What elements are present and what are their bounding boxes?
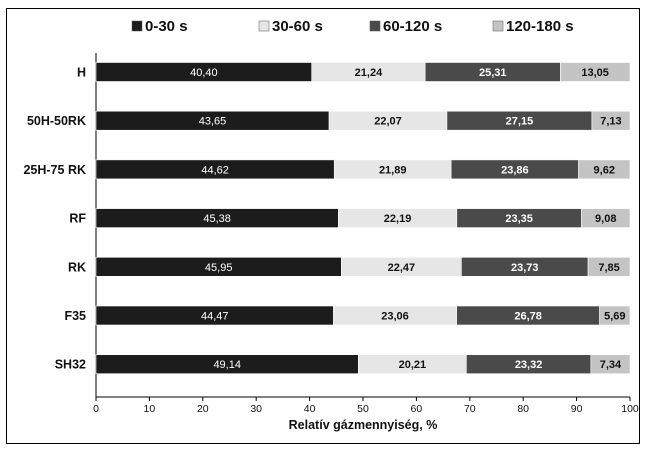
x-tick-label: 60 xyxy=(411,403,423,415)
data-label-25h-75-rk-60-120-s: 23,86 xyxy=(501,164,529,176)
x-tick-label: 20 xyxy=(197,403,209,415)
bars: 40,40 21,24 25,31 13,05 43,65 22,07 27,15 7,13 4… xyxy=(95,62,631,375)
x-axis-label: Relatív gázmennyiség, % xyxy=(289,418,438,432)
category-label-rk: RK xyxy=(68,260,86,274)
x-ticks: 0 10 20 30 40 50 60 70 80 90 100 xyxy=(93,397,639,415)
data-label-rf-30-60-s: 22,19 xyxy=(384,213,412,225)
category-label-sh32: SH32 xyxy=(55,358,86,372)
legend-label-0-30-s: 0-30 s xyxy=(145,18,188,35)
data-label-sh32-120-180-s: 7,34 xyxy=(600,359,622,371)
bar-50h-50rk-120-180-s xyxy=(591,110,631,131)
data-label-25h-75-rk-30-60-s: 21,89 xyxy=(379,164,407,176)
category-label-rf: RF xyxy=(69,212,86,226)
legend-swatch-30-60-s xyxy=(258,20,270,32)
data-label-sh32-30-60-s: 20,21 xyxy=(399,359,427,371)
data-label-h-60-120-s: 25,31 xyxy=(479,67,507,79)
data-label-rk-120-180-s: 7,85 xyxy=(598,262,619,274)
data-label-sh32-60-120-s: 23,32 xyxy=(515,359,543,371)
bar-rk-120-180-s xyxy=(587,257,631,277)
data-label-50h-50rk-0-30-s: 43,65 xyxy=(199,116,227,128)
data-label-f35-60-120-s: 26,78 xyxy=(514,311,542,323)
legend-swatch-60-120-s xyxy=(369,20,381,32)
x-tick-label: 80 xyxy=(517,403,529,415)
x-tick-label: 10 xyxy=(144,403,156,415)
data-label-25h-75-rk-120-180-s: 9,62 xyxy=(594,164,615,176)
bar-rf-120-180-s xyxy=(581,208,631,228)
x-tick-label: 70 xyxy=(464,403,476,415)
bar-h-120-180-s xyxy=(560,62,631,82)
data-label-rk-60-120-s: 23,73 xyxy=(511,262,539,274)
data-label-rf-0-30-s: 45,38 xyxy=(203,213,231,225)
data-label-h-120-180-s: 13,05 xyxy=(581,67,609,79)
data-label-sh32-0-30-s: 49,14 xyxy=(213,359,241,371)
stacked-bar-chart: 0-30 s 30-60 s 60-120 s 120-180 s 40,40 21,2… xyxy=(23,18,639,432)
data-label-50h-50rk-120-180-s: 7,13 xyxy=(600,116,621,128)
legend-label-120-180-s: 120-180 s xyxy=(506,18,574,35)
bar-sh32-120-180-s xyxy=(590,354,631,375)
data-label-rk-30-60-s: 22,47 xyxy=(388,262,416,274)
data-label-f35-120-180-s: 5,69 xyxy=(604,311,625,323)
category-label-f35: F35 xyxy=(64,309,86,323)
x-tick-label: 30 xyxy=(250,403,262,415)
data-label-rf-60-120-s: 23,35 xyxy=(505,213,533,225)
data-label-h-30-60-s: 21,24 xyxy=(355,67,383,79)
category-label-h: H xyxy=(77,66,86,80)
data-label-rk-0-30-s: 45,95 xyxy=(205,262,233,274)
legend-swatch-120-180-s xyxy=(492,20,504,32)
category-label-25h-75-rk: 25H-75 RK xyxy=(23,163,86,177)
data-label-50h-50rk-30-60-s: 22,07 xyxy=(374,116,402,128)
bar-f35-120-180-s xyxy=(599,305,631,326)
x-tick-label: 40 xyxy=(304,403,316,415)
data-label-f35-30-60-s: 23,06 xyxy=(381,311,409,323)
data-label-rf-120-180-s: 9,08 xyxy=(595,213,616,225)
bar-25h-75-rk-120-180-s xyxy=(578,159,631,180)
chart-frame: 0-30 s 30-60 s 60-120 s 120-180 s 40,40 21,2… xyxy=(6,8,640,444)
legend: 0-30 s 30-60 s 60-120 s 120-180 s xyxy=(131,18,574,35)
x-tick-label: 100 xyxy=(621,403,639,415)
data-label-25h-75-rk-0-30-s: 44,62 xyxy=(201,164,229,176)
data-label-h-0-30-s: 40,40 xyxy=(190,67,218,79)
legend-label-60-120-s: 60-120 s xyxy=(383,18,442,35)
data-label-f35-0-30-s: 44,47 xyxy=(201,311,229,323)
category-label-50h-50rk: 50H-50RK xyxy=(27,114,86,128)
category-labels: H 50H-50RK 25H-75 RK RF RK F35 SH32 xyxy=(23,66,86,372)
legend-swatch-0-30-s xyxy=(131,20,143,32)
data-label-50h-50rk-60-120-s: 27,15 xyxy=(506,116,534,128)
legend-label-30-60-s: 30-60 s xyxy=(272,18,323,35)
x-tick-label: 0 xyxy=(93,403,99,415)
x-tick-label: 90 xyxy=(571,403,583,415)
x-tick-label: 50 xyxy=(357,403,369,415)
